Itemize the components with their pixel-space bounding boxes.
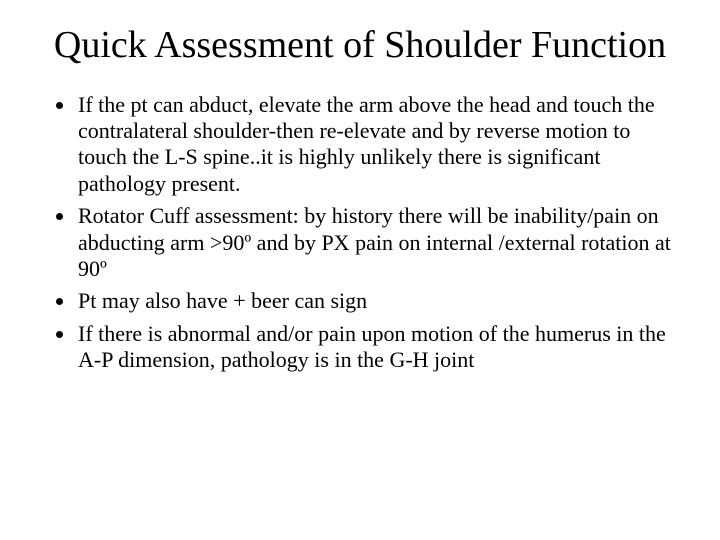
list-item: Rotator Cuff assessment: by history ther… (76, 203, 680, 282)
list-item: Pt may also have + beer can sign (76, 288, 680, 314)
slide: Quick Assessment of Shoulder Function If… (0, 0, 720, 540)
slide-title: Quick Assessment of Shoulder Function (40, 24, 680, 68)
bullet-list: If the pt can abduct, elevate the arm ab… (40, 92, 680, 374)
list-item: If there is abnormal and/or pain upon mo… (76, 321, 680, 374)
list-item: If the pt can abduct, elevate the arm ab… (76, 92, 680, 198)
